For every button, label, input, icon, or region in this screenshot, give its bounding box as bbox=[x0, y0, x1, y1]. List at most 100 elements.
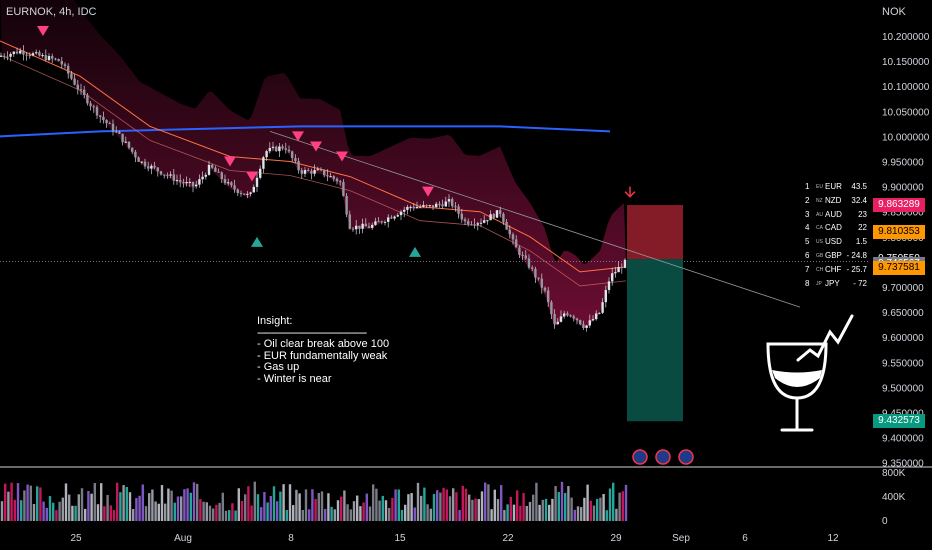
volume-bar bbox=[381, 495, 384, 521]
volume-bar bbox=[487, 484, 490, 521]
candle bbox=[511, 234, 515, 240]
candle bbox=[508, 229, 511, 235]
y-tick-label: 9.850000 bbox=[882, 208, 924, 219]
candle bbox=[233, 185, 236, 190]
volume-bar bbox=[356, 495, 359, 521]
volume-bar bbox=[602, 494, 605, 521]
ma-cloud bbox=[0, 0, 626, 329]
volume-bar bbox=[423, 487, 426, 521]
volume-bar bbox=[304, 489, 308, 521]
volume-bar bbox=[221, 492, 224, 521]
volume-bar bbox=[4, 483, 7, 521]
candle bbox=[255, 177, 259, 187]
candle bbox=[182, 181, 185, 184]
volume-bar bbox=[327, 493, 330, 521]
strength-rank: 6 bbox=[805, 250, 810, 260]
strength-value: 23 bbox=[858, 209, 867, 219]
volume-bar bbox=[272, 486, 276, 521]
volume-bar bbox=[119, 492, 122, 521]
candle bbox=[351, 228, 355, 230]
candle bbox=[531, 267, 534, 269]
candle bbox=[163, 174, 166, 176]
candle bbox=[278, 146, 281, 152]
strength-value: - 72 bbox=[853, 278, 867, 288]
insight-line: - Gas up bbox=[257, 361, 300, 373]
strength-row: 8 JP JPY - 72 bbox=[805, 279, 867, 293]
volume-bar bbox=[269, 495, 272, 521]
volume-bar bbox=[496, 499, 500, 521]
volume-bar bbox=[64, 483, 68, 521]
volume-bar bbox=[570, 497, 573, 521]
volume-bar bbox=[410, 493, 413, 521]
candle bbox=[620, 267, 623, 269]
candle bbox=[259, 168, 262, 178]
candle bbox=[83, 89, 86, 96]
candle bbox=[588, 320, 591, 326]
insight-note[interactable]: Insight: -------------------------------… bbox=[257, 315, 407, 385]
candle bbox=[22, 50, 25, 55]
candle bbox=[604, 289, 607, 303]
volume-bar bbox=[157, 503, 160, 521]
volume-tick-label: 800K bbox=[882, 468, 906, 479]
candle bbox=[166, 174, 169, 176]
volume-bar bbox=[282, 484, 285, 521]
candle bbox=[534, 268, 537, 278]
candle bbox=[70, 73, 73, 79]
volume-bar bbox=[100, 483, 103, 521]
candle bbox=[198, 179, 201, 185]
volume-bar bbox=[612, 482, 615, 521]
volume-bar bbox=[164, 503, 167, 521]
volume-bar bbox=[231, 503, 234, 521]
volume-bar bbox=[333, 509, 336, 521]
candle bbox=[185, 182, 188, 184]
candle bbox=[502, 213, 505, 222]
candle bbox=[41, 55, 44, 57]
volume-bar bbox=[84, 508, 87, 521]
candle bbox=[57, 59, 60, 62]
event-badge-icon bbox=[655, 449, 671, 465]
volume-bar bbox=[199, 499, 202, 521]
sell-signal-icon bbox=[422, 186, 434, 197]
volume-bar bbox=[506, 504, 509, 521]
candle bbox=[201, 176, 204, 180]
candle bbox=[454, 206, 457, 208]
volume-bar bbox=[109, 505, 112, 521]
candle bbox=[275, 146, 278, 152]
volume-bar bbox=[202, 501, 205, 521]
candle bbox=[467, 221, 470, 225]
volume-bar bbox=[516, 490, 519, 521]
volume-bar bbox=[500, 485, 503, 521]
strength-rank: 8 bbox=[805, 278, 810, 288]
candle bbox=[396, 215, 399, 217]
candle bbox=[614, 272, 617, 274]
symbol-title[interactable]: EURNOK, 4h, IDC bbox=[6, 6, 97, 18]
strength-value: 1.5 bbox=[855, 237, 867, 247]
volume-bar bbox=[471, 499, 474, 521]
volume-bar bbox=[196, 483, 199, 521]
candle bbox=[460, 213, 463, 220]
short-moving-average bbox=[0, 40, 627, 273]
volume-bar bbox=[260, 507, 263, 521]
candle bbox=[319, 169, 323, 171]
y-tick-label: 10.200000 bbox=[882, 32, 930, 43]
currency-strength-table: 1 EU EUR 43.5 2 NZ NZD 32.4 3 AU AUD 23 4 CA CAD 22 … bbox=[805, 182, 867, 292]
x-tick-label: Aug bbox=[174, 533, 192, 544]
candle bbox=[422, 204, 425, 207]
candle bbox=[569, 315, 572, 317]
volume-bar bbox=[52, 502, 55, 521]
sell-signal-icon bbox=[246, 171, 258, 182]
volume-bar bbox=[116, 482, 119, 521]
candle bbox=[150, 165, 153, 169]
candle bbox=[220, 172, 223, 180]
candle bbox=[403, 209, 406, 212]
candle bbox=[556, 321, 559, 325]
volume-bar bbox=[122, 485, 125, 521]
x-tick-label: 6 bbox=[742, 533, 748, 544]
volume-bar bbox=[106, 494, 109, 521]
candle bbox=[412, 206, 415, 209]
volume-bar bbox=[484, 482, 487, 521]
volume-bar bbox=[10, 482, 13, 521]
y-tick-label: 9.350000 bbox=[882, 459, 924, 470]
volume-bar bbox=[330, 506, 333, 521]
